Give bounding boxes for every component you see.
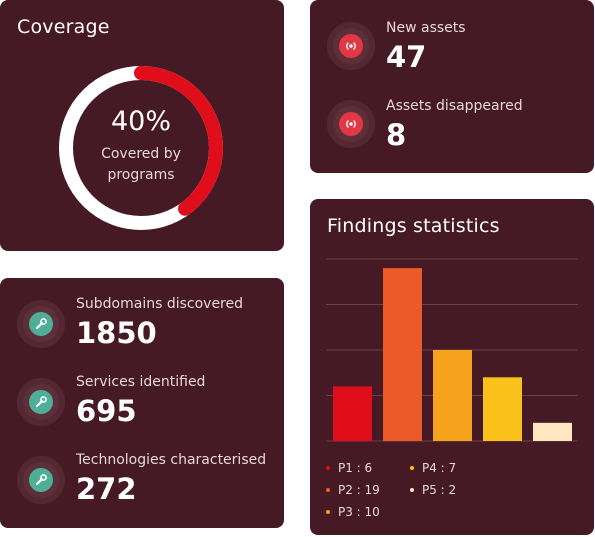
legend-text: P4 : 7 (422, 461, 457, 475)
findings-legend: P1 : 6 P2 : 19 P3 : 10 P4 : 7 P5 : 2 (326, 461, 586, 525)
coverage-title: Coverage (17, 16, 110, 38)
findings-card: Findings statistics P1 : 6 P2 : 19 P3 : … (310, 199, 594, 535)
stat-assets-disappeared: Assets disappeared 8 (310, 90, 594, 160)
legend-text: P5 : 2 (422, 483, 457, 497)
stat-value: 1850 (76, 316, 157, 350)
stat-label: Services identified (76, 374, 206, 390)
wrench-icon (17, 300, 65, 348)
legend-dot (410, 487, 414, 492)
bar-p1[interactable] (333, 386, 372, 441)
stat-label: Subdomains discovered (76, 296, 244, 312)
coverage-card: Coverage 40% Covered by programs (0, 0, 284, 251)
donut-fill (59, 66, 223, 230)
stat-label: Technologies characterised (76, 452, 267, 468)
legend-item-p2: P2 : 19 (326, 483, 380, 497)
stat-subdomains: Subdomains discovered 1850 (0, 290, 284, 360)
legend-text: P3 : 10 (338, 505, 380, 519)
coverage-percent: 40% (110, 106, 171, 137)
legend-dot (410, 465, 414, 470)
coverage-caption-line2: programs (107, 167, 175, 183)
bar-p4[interactable] (483, 377, 522, 441)
legend-text: P2 : 19 (338, 483, 380, 497)
legend-item-p4: P4 : 7 (410, 461, 456, 475)
bar-p2[interactable] (383, 268, 422, 441)
stat-value: 695 (76, 394, 137, 428)
legend-item-p1: P1 : 6 (326, 461, 372, 475)
findings-bar-chart (326, 258, 578, 442)
legend-text: P1 : 6 (338, 461, 373, 475)
stat-technologies: Technologies characterised 272 (0, 446, 284, 516)
broadcast-icon (327, 100, 375, 148)
assets-card: New assets 47 Assets disappeared 8 (310, 0, 594, 173)
findings-title: Findings statistics (327, 215, 500, 237)
stat-value: 272 (76, 472, 137, 506)
wrench-icon (17, 378, 65, 426)
coverage-donut-chart (59, 66, 223, 230)
stat-value: 47 (386, 40, 427, 74)
stat-services: Services identified 695 (0, 368, 284, 438)
stat-label: Assets disappeared (386, 98, 523, 114)
legend-item-p3: P3 : 10 (326, 505, 380, 519)
bar-p3[interactable] (433, 350, 472, 441)
legend-dot (326, 465, 330, 470)
legend-dot (326, 509, 330, 514)
bar-p5[interactable] (533, 422, 572, 441)
legend-item-p5: P5 : 2 (410, 483, 456, 497)
stat-new-assets: New assets 47 (310, 12, 594, 82)
wrench-icon (17, 456, 65, 504)
coverage-caption-line1: Covered by (101, 146, 181, 162)
stat-label: New assets (386, 20, 466, 36)
legend-dot (326, 487, 330, 492)
discovery-card: Subdomains discovered 1850 Services iden… (0, 278, 284, 528)
stat-value: 8 (386, 118, 407, 152)
broadcast-icon (327, 22, 375, 70)
coverage-caption: Covered by programs (57, 144, 225, 186)
